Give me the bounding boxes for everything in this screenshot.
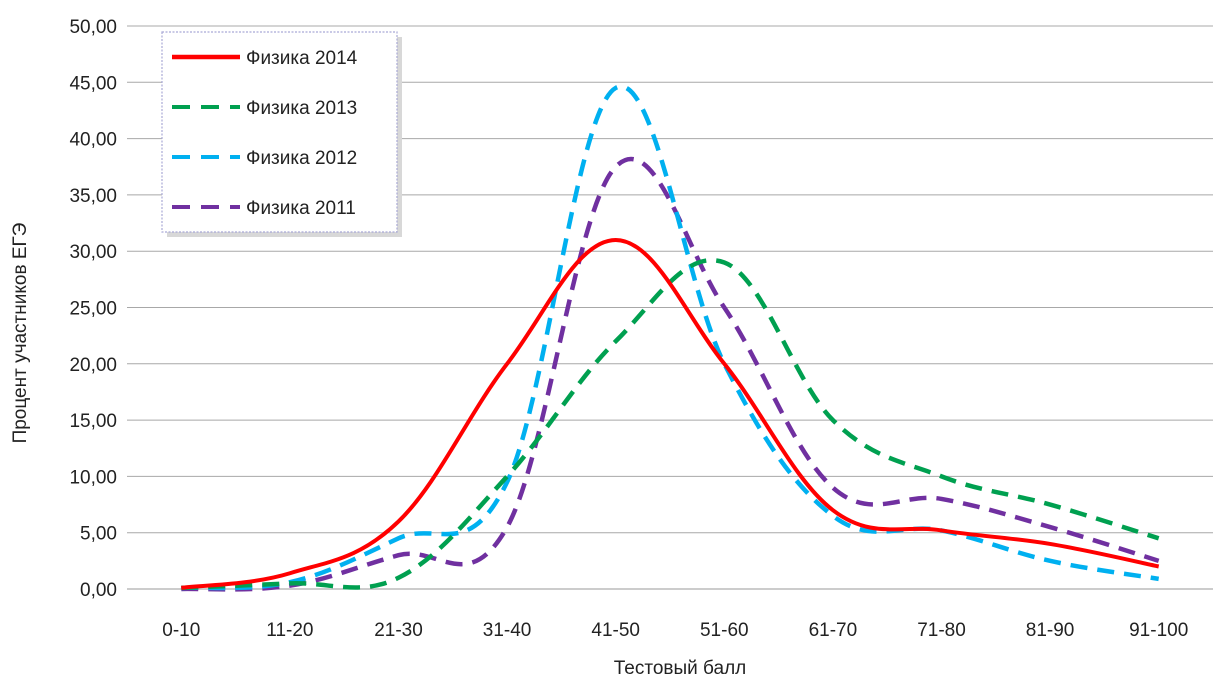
y-tick-label: 20,00 bbox=[69, 355, 117, 376]
x-tick-label: 41-50 bbox=[591, 620, 640, 641]
y-tick-label: 40,00 bbox=[69, 130, 117, 151]
legend-label: Физика 2011 bbox=[246, 198, 356, 219]
y-tick-label: 25,00 bbox=[69, 299, 117, 320]
x-tick-label: 11-20 bbox=[266, 620, 313, 641]
series-line bbox=[181, 237, 1160, 590]
y-tick-label: 35,00 bbox=[69, 186, 117, 207]
x-tick-label: 51-60 bbox=[700, 620, 749, 641]
y-tick-label: 45,00 bbox=[69, 73, 117, 94]
y-tick-label: 50,00 bbox=[69, 17, 117, 38]
x-tick-label: 61-70 bbox=[809, 620, 858, 641]
legend-box bbox=[161, 31, 398, 233]
y-tick-label: 30,00 bbox=[69, 242, 117, 263]
x-tick-label: 21-30 bbox=[374, 620, 423, 641]
gridlines bbox=[127, 25, 1213, 590]
series-line bbox=[181, 156, 1160, 592]
legend: Физика 2014 Физика 2013 Физика 2012 Физика … bbox=[161, 31, 402, 237]
y-axis-title: Процент участников ЕГЭ bbox=[10, 223, 31, 444]
y-tick-label: 5,00 bbox=[80, 524, 117, 545]
x-tick-label: 81-90 bbox=[1026, 620, 1075, 641]
legend-label: Физика 2013 bbox=[246, 98, 357, 119]
x-tick-label: 31-40 bbox=[483, 620, 532, 641]
legend-label: Физика 2014 bbox=[246, 48, 358, 69]
legend-label: Физика 2012 bbox=[246, 148, 357, 169]
y-tick-label: 15,00 bbox=[69, 411, 117, 432]
series-lines bbox=[181, 84, 1160, 592]
x-tick-label: 71-80 bbox=[917, 620, 966, 641]
x-tick-label: 0-10 bbox=[162, 620, 200, 641]
y-axis-ticks: 0,00 5,00 10,00 15,00 20,00 25,00 30,00 35,00 40… bbox=[69, 17, 117, 601]
x-axis-title: Тестовый балл bbox=[614, 658, 747, 679]
x-tick-label: 91-100 bbox=[1129, 620, 1188, 641]
x-axis-ticks: 0-10 11-20 21-30 31-40 41-50 51-60 61-70 71-80 8… bbox=[162, 620, 1188, 641]
legend-items: Физика 2014 Физика 2013 Физика 2012 Физика … bbox=[172, 48, 358, 219]
y-tick-label: 10,00 bbox=[69, 467, 117, 488]
y-tick-label: 0,00 bbox=[80, 580, 117, 601]
